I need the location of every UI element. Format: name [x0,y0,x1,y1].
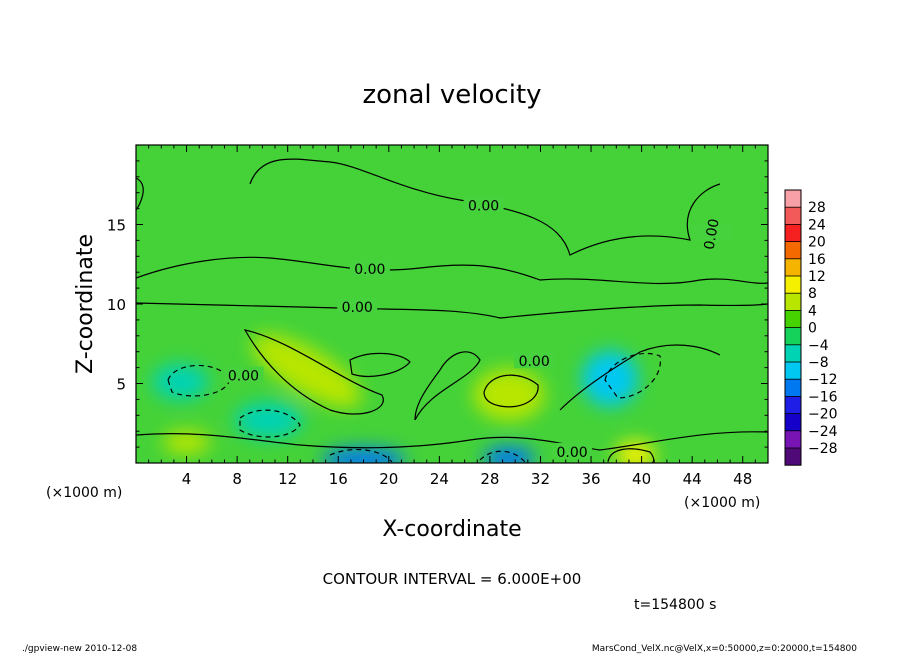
contour-label: 0.00 [702,217,723,250]
colorbar-swatch [785,293,801,311]
colorbar-swatch [785,344,801,362]
contour-label-bg [337,298,378,315]
colorbar-label: −24 [808,424,838,440]
contour-line [559,344,721,411]
colorbar-swatch [785,224,801,242]
time-label: t=154800 s [634,597,716,613]
colorbar-label: 4 [808,303,817,319]
minimum-region [582,350,638,407]
plot-area: 0.000.000.000.000.000.000.00 4 8 12 16 20 24 2… [107,144,769,488]
contour-line [483,374,539,408]
minimum-region [482,446,535,463]
colorbar-label: 24 [808,217,826,233]
negative-contour-line [167,364,231,397]
contour-line [414,351,481,421]
colorbar-swatch [785,241,801,259]
contour-label: 0.00 [468,198,499,214]
contour-label: 0.00 [354,262,385,278]
x-tick-label: 36 [581,470,600,488]
negative-contour-line [239,409,301,438]
x-tick-label: 16 [329,470,348,488]
contour-line [349,352,411,377]
colorbar-label: −28 [808,441,838,457]
contour-interval: CONTOUR INTERVAL = 6.000E+00 [323,570,582,588]
contour-line [249,158,721,256]
chart-title: zonal velocity [362,80,541,110]
colorbar-label: −12 [808,372,838,388]
plot-background [136,145,768,463]
colorbar-label: 16 [808,252,826,268]
contour-label-bg [514,352,555,369]
x-tick-label: 20 [379,470,398,488]
colorbar-swatch [785,413,801,431]
x-unit-label-right: (×1000 m) [684,495,760,511]
maximum-region [251,334,362,408]
colorbar-swatch [785,190,801,208]
colorbar-label: 0 [808,321,817,337]
y-axis-label: Z-coordinate [73,234,98,374]
colorbar-label: −8 [808,355,829,371]
contour-line [136,431,768,451]
minimum-region [152,363,209,400]
colorbar-swatch [785,276,801,294]
footer-left: ./gpview-new 2010-12-08 [22,644,137,654]
y-tick-label: 15 [107,217,126,235]
x-tick-label: 4 [182,470,192,488]
colorbar-label: −16 [808,389,838,405]
x-tick-label: 8 [232,470,242,488]
colorbar-label: −4 [808,338,829,354]
contour-line [607,448,655,463]
y-tick-label: 5 [116,376,126,394]
contour-label-bg [223,366,264,383]
colorbar-swatch [785,258,801,276]
negative-contour-line [479,450,526,463]
colorbar-swatch [785,207,801,225]
colorbar-label: 20 [808,235,826,251]
footer-right: MarsCond_VelX.nc@VelX,x=0:50000,z=0:2000… [592,644,857,654]
contour-label: 0.00 [556,445,587,461]
x-tick-label: 48 [733,470,752,488]
contour-line [243,329,384,415]
x-tick-label: 28 [480,470,499,488]
contour-label-bg [552,442,593,459]
colorbar-swatch [785,396,801,414]
contour-line [136,256,768,285]
contour-label-bg [463,196,504,213]
contour-label: 0.00 [342,300,373,316]
colorbar-swatch [785,362,801,380]
x-unit-label-left: (×1000 m) [46,485,122,501]
colorbar-label: 12 [808,269,826,285]
colorbar-swatch [785,379,801,397]
x-tick-label: 40 [632,470,651,488]
colorbar-swatch [785,310,801,328]
colorbar-label: 28 [808,200,826,216]
contour-label: 0.00 [228,369,259,385]
contour-line [136,302,768,319]
x-tick-label: 44 [683,470,702,488]
minimum-region [234,402,303,439]
x-tick-label: 32 [531,470,550,488]
colorbar-swatch [785,448,801,466]
colorbar-label: −20 [808,407,838,423]
colorbar-swatch [785,430,801,448]
y-tick-label: 10 [107,296,126,314]
contour-label-bg [349,260,390,277]
x-tick-label: 24 [430,470,449,488]
x-axis-label: X-coordinate [382,517,521,542]
maximum-region [162,430,211,455]
colorbar-swatch [785,327,801,345]
colorbar-label: 8 [808,286,817,302]
contour-label: 0.00 [519,354,550,370]
x-tick-label: 12 [278,470,297,488]
negative-contour-line [604,352,661,399]
contour-label-bg [691,225,732,242]
